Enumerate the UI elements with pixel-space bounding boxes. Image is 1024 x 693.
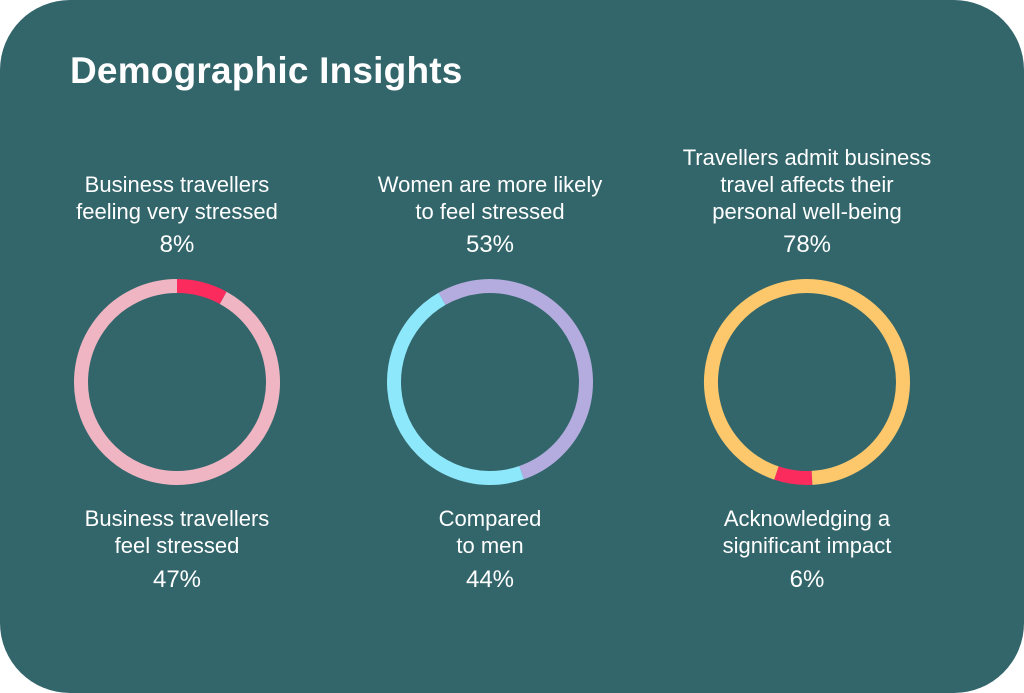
stat-top-label: Women are more likely to feel stressed <box>377 172 603 224</box>
stat-top-label: Business travellers feeling very stresse… <box>76 172 278 224</box>
page-title: Demographic Insights <box>70 50 463 91</box>
donut-chart-stress <box>74 279 280 485</box>
stat-column-stress: Business travellers feeling very stresse… <box>17 0 337 693</box>
stat-column-wellbeing: Travellers admit business travel affects… <box>647 0 967 693</box>
stat-bottom-label: Business travellers feel stressed <box>84 506 270 558</box>
donut-slice-0 <box>176 279 227 305</box>
stat-top-value: 53% <box>465 231 515 258</box>
stat-bottom-label: Acknowledging a significant impact <box>722 506 892 558</box>
donut-slice-1 <box>74 279 280 485</box>
donut-slice-1 <box>704 279 910 485</box>
donut-slice-1 <box>387 292 524 485</box>
stat-top-label: Travellers admit business travel affects… <box>682 145 932 224</box>
donut-slice-0 <box>774 466 813 485</box>
stat-bottom-label: Compared to men <box>438 506 542 558</box>
donut-slice-0 <box>438 279 593 480</box>
stat-column-gender: Women are more likely to feel stressed 5… <box>330 0 650 693</box>
stat-bottom-value: 47% <box>152 566 202 593</box>
stat-bottom-value: 6% <box>789 566 825 593</box>
stat-top-value: 8% <box>159 231 195 258</box>
donut-chart-gender <box>387 279 593 485</box>
stat-bottom-value: 44% <box>465 566 515 593</box>
donut-chart-wellbeing <box>704 279 910 485</box>
stat-top-value: 78% <box>782 231 832 258</box>
